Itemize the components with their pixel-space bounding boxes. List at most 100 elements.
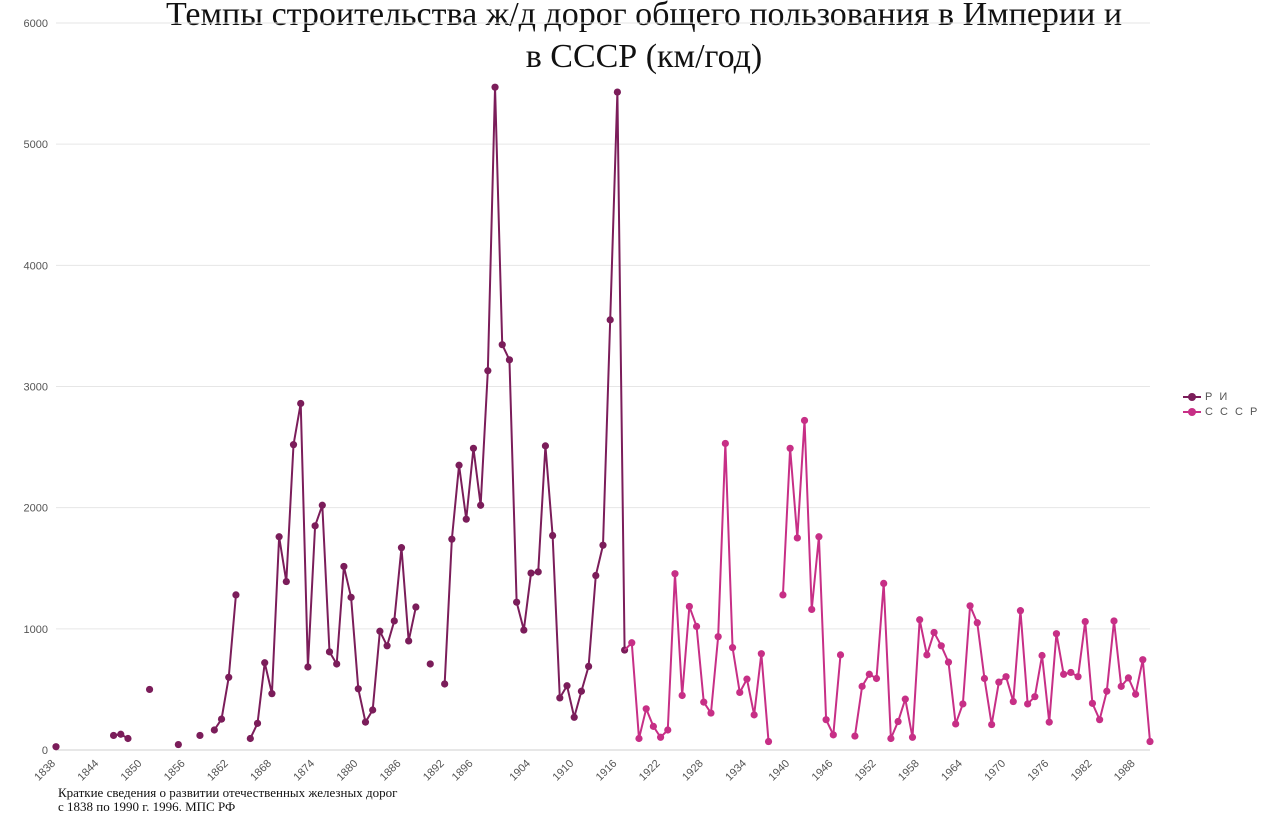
data-point bbox=[52, 743, 60, 751]
data-point bbox=[549, 531, 557, 540]
data-point bbox=[117, 730, 125, 738]
data-point bbox=[1067, 668, 1075, 677]
data-point bbox=[664, 726, 672, 734]
data-point bbox=[369, 706, 377, 714]
data-point bbox=[376, 627, 384, 635]
data-point bbox=[347, 593, 355, 601]
x-tick-label: 1916 bbox=[594, 758, 620, 784]
data-point bbox=[923, 651, 931, 659]
data-point bbox=[556, 694, 564, 702]
data-point bbox=[613, 88, 621, 96]
data-point bbox=[217, 715, 226, 723]
x-tick-label: 1970 bbox=[982, 758, 1008, 784]
data-point bbox=[477, 501, 485, 509]
data-point bbox=[779, 591, 787, 599]
data-point bbox=[1117, 682, 1125, 690]
data-point bbox=[304, 663, 312, 671]
data-point bbox=[858, 682, 866, 690]
data-point bbox=[541, 442, 550, 450]
x-tick-label: 1922 bbox=[637, 758, 663, 784]
legend-swatch-ri bbox=[1183, 392, 1201, 401]
legend-swatch-ussr bbox=[1183, 407, 1201, 416]
data-point bbox=[1024, 700, 1032, 708]
x-tick-label: 1838 bbox=[32, 758, 58, 784]
data-point bbox=[757, 650, 765, 658]
data-point bbox=[714, 633, 722, 641]
data-point bbox=[1088, 699, 1097, 707]
data-point bbox=[1081, 617, 1089, 626]
data-point bbox=[570, 713, 578, 721]
data-point bbox=[1038, 651, 1046, 660]
data-point bbox=[728, 644, 737, 652]
data-point bbox=[916, 616, 924, 624]
chart-title: Темпы строительства ж/д дорог общего пол… bbox=[56, 0, 1232, 78]
data-point bbox=[721, 439, 729, 448]
data-point bbox=[505, 356, 514, 364]
x-tick-label: 1940 bbox=[766, 758, 792, 784]
data-point bbox=[642, 705, 650, 713]
data-point bbox=[124, 734, 132, 743]
x-tick-label: 1904 bbox=[507, 758, 533, 784]
y-tick-label: 1000 bbox=[24, 624, 48, 636]
data-point bbox=[736, 688, 744, 697]
data-point bbox=[743, 675, 751, 683]
data-point bbox=[707, 709, 715, 717]
data-point bbox=[592, 571, 600, 580]
data-point bbox=[225, 673, 233, 681]
x-tick-label: 1934 bbox=[723, 758, 749, 784]
data-point bbox=[1031, 693, 1039, 701]
x-tick-label: 1856 bbox=[162, 758, 188, 784]
data-point bbox=[261, 659, 269, 667]
data-point bbox=[491, 83, 499, 91]
legend-item-ussr[interactable]: С С С Р bbox=[1183, 404, 1259, 419]
data-point bbox=[412, 603, 420, 611]
data-point bbox=[980, 674, 989, 683]
data-point bbox=[1132, 690, 1140, 698]
y-axis: 0 1000 2000 3000 4000 5000 6000 bbox=[24, 18, 48, 757]
source-line-2: с 1838 по 1990 г. 1996. МПС РФ bbox=[58, 799, 236, 814]
data-point bbox=[268, 690, 276, 698]
data-point bbox=[901, 695, 909, 703]
data-point bbox=[354, 685, 362, 693]
y-tick-label: 5000 bbox=[24, 139, 48, 151]
legend-label-ri: Р И bbox=[1205, 390, 1230, 403]
data-point bbox=[599, 541, 607, 549]
x-tick-label: 1850 bbox=[119, 758, 145, 784]
data-point bbox=[109, 731, 118, 740]
data-point bbox=[441, 680, 449, 688]
data-point bbox=[196, 731, 204, 740]
series-layer bbox=[52, 83, 1154, 751]
data-point bbox=[865, 670, 873, 678]
data-point bbox=[750, 711, 758, 719]
data-point bbox=[311, 522, 319, 530]
data-point bbox=[253, 719, 262, 727]
y-tick-label: 3000 bbox=[24, 382, 48, 394]
data-point bbox=[908, 733, 917, 741]
data-point bbox=[318, 501, 326, 509]
chart-title-line-1: Темпы строительства ж/д дорог общего пол… bbox=[165, 0, 1123, 33]
data-point bbox=[656, 733, 665, 741]
legend-item-ri[interactable]: Р И bbox=[1183, 389, 1259, 404]
data-point bbox=[325, 648, 334, 656]
data-point bbox=[1060, 670, 1068, 678]
grid-lines bbox=[56, 22, 1150, 751]
source-line-1: Краткие сведения о развитии отечественны… bbox=[58, 785, 398, 800]
data-point bbox=[764, 737, 773, 746]
data-point bbox=[793, 534, 801, 542]
x-tick-label: 1976 bbox=[1026, 758, 1052, 784]
data-point bbox=[405, 637, 413, 645]
data-point bbox=[469, 444, 478, 452]
data-point bbox=[462, 515, 470, 523]
legend-label-ussr: С С С Р bbox=[1205, 405, 1260, 418]
chart-title-line-2: в СССР (км/год) bbox=[525, 38, 763, 75]
x-tick-label: 1886 bbox=[378, 758, 404, 784]
x-tick-label: 1874 bbox=[291, 758, 317, 784]
x-tick-label: 1892 bbox=[421, 758, 447, 784]
data-point bbox=[995, 678, 1003, 686]
data-point bbox=[700, 698, 708, 706]
data-point bbox=[685, 602, 693, 611]
data-point bbox=[282, 577, 290, 586]
data-point bbox=[1009, 697, 1017, 706]
data-point bbox=[289, 441, 298, 449]
data-point bbox=[585, 662, 593, 670]
